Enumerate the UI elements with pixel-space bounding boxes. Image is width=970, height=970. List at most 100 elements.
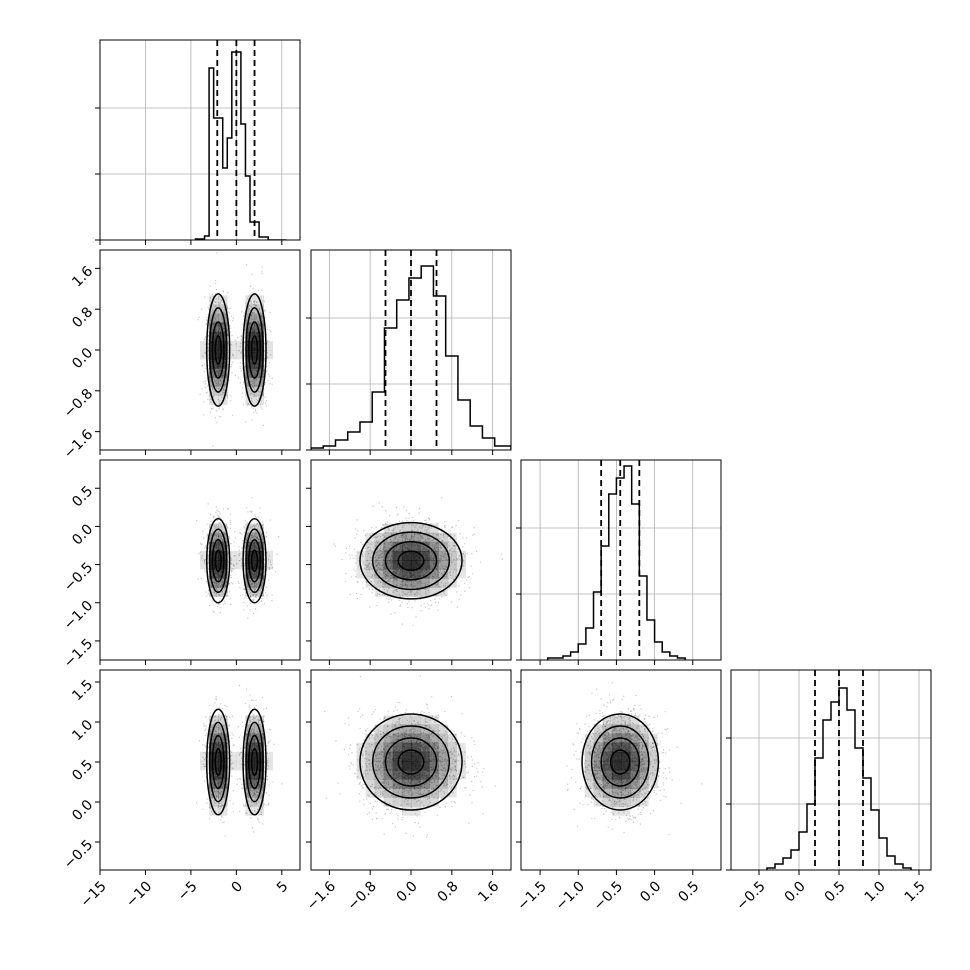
sample-point: [214, 282, 216, 284]
sample-point: [254, 514, 256, 516]
density-cell: [429, 541, 439, 552]
sample-point: [210, 585, 212, 587]
sample-point: [354, 570, 356, 572]
sample-point: [230, 543, 232, 545]
sample-point: [228, 535, 230, 537]
sample-point: [210, 401, 212, 403]
sample-point: [446, 554, 448, 556]
density-cell: [245, 386, 255, 396]
sample-point: [424, 588, 426, 590]
sample-point: [416, 587, 418, 589]
sample-point: [402, 580, 404, 582]
sample-point: [241, 337, 243, 339]
sample-point: [405, 535, 408, 537]
sample-point: [252, 386, 254, 388]
sample-point: [262, 578, 264, 580]
sample-point: [220, 718, 222, 720]
sample-point: [221, 581, 223, 583]
sample-point: [385, 578, 387, 580]
sample-point: [381, 556, 383, 558]
sample-point: [244, 546, 246, 548]
sample-point: [246, 383, 248, 385]
sample-point: [241, 311, 243, 313]
sample-point: [447, 578, 449, 580]
sample-point: [250, 729, 253, 731]
sample-point: [226, 508, 229, 510]
sample-point: [249, 582, 251, 584]
density-cell: [254, 532, 264, 543]
sample-point: [441, 528, 443, 530]
sample-point: [456, 559, 459, 561]
sample-point: [255, 316, 257, 318]
sample-point: [216, 509, 218, 512]
sample-point: [355, 592, 358, 595]
sample-point: [232, 744, 234, 747]
sample-point: [384, 583, 387, 585]
sample-point: [202, 355, 204, 357]
sample-point: [198, 740, 201, 742]
sample-point: [205, 545, 207, 547]
sample-point: [224, 602, 226, 604]
contour: [205, 293, 231, 407]
sample-point: [439, 598, 441, 600]
sample-point: [413, 520, 415, 522]
sample-point: [204, 569, 206, 571]
sample-point: [265, 535, 267, 537]
sample-point: [414, 585, 416, 587]
sample-point: [218, 603, 220, 605]
sample-point: [345, 580, 347, 583]
sample-point: [225, 313, 227, 315]
sample-point: [261, 524, 264, 527]
sample-point: [230, 569, 233, 571]
sample-point: [201, 308, 203, 310]
histogram-panel: [306, 249, 512, 455]
sample-point: [222, 291, 225, 293]
sample-point: [419, 598, 421, 600]
sample-point: [442, 541, 444, 543]
sample-point: [261, 789, 263, 791]
sample-point: [246, 379, 248, 381]
sample-point: [424, 529, 426, 531]
sample-point: [393, 579, 395, 581]
sample-point: [263, 737, 265, 739]
sample-point: [271, 594, 273, 596]
density-cell: [209, 532, 219, 543]
sample-point: [266, 594, 268, 596]
sample-point: [225, 580, 228, 582]
density-cell: [254, 550, 264, 561]
density-cell: [218, 386, 228, 396]
sample-point: [439, 538, 441, 540]
sample-point: [252, 380, 254, 382]
contour: [214, 335, 222, 365]
sample-point: [428, 608, 430, 610]
sample-point: [227, 311, 229, 313]
sample-point: [473, 533, 475, 535]
sample-point: [368, 568, 370, 570]
sample-point: [429, 569, 431, 571]
sample-point: [355, 562, 357, 564]
sample-point: [436, 569, 438, 571]
contour: [214, 549, 222, 573]
sample-point: [256, 412, 258, 414]
sample-point: [430, 599, 432, 602]
sample-point: [398, 600, 400, 602]
density-cell: [263, 550, 274, 561]
sample-point: [245, 812, 247, 814]
sample-point: [226, 581, 228, 583]
sample-point: [412, 581, 415, 583]
sample-point: [215, 381, 217, 383]
sample-point: [375, 564, 377, 566]
density-cell: [254, 587, 264, 597]
density-cell: [356, 569, 366, 579]
sample-point: [376, 604, 378, 607]
sample-point: [218, 306, 220, 308]
sample-point: [244, 783, 246, 785]
sample-point: [385, 546, 387, 549]
sample-point: [445, 566, 447, 568]
sample-point: [378, 549, 381, 551]
sample-point: [251, 583, 253, 586]
sample-point: [206, 377, 208, 379]
sample-point: [248, 800, 250, 802]
sample-point: [436, 584, 438, 586]
sample-point: [438, 544, 441, 546]
